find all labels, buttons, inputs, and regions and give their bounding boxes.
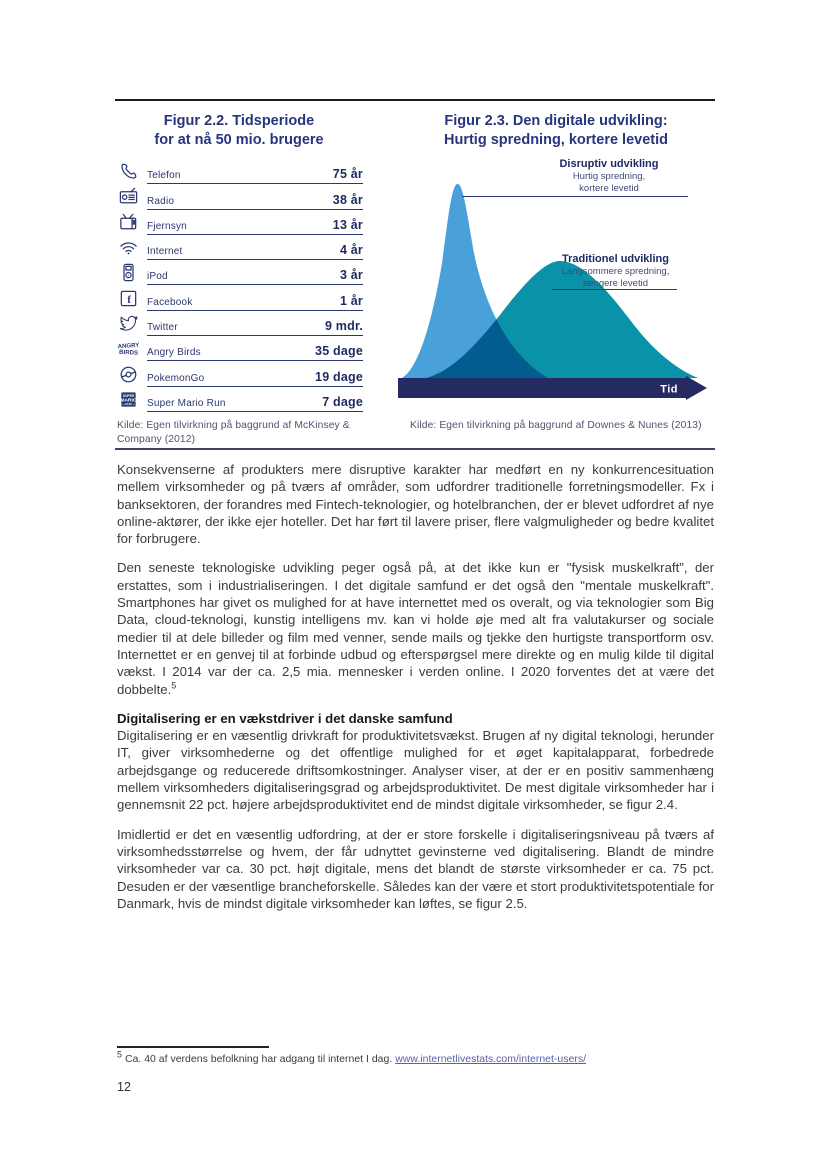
- traditionel-annotation: Traditionel udvikling Langsommere spredn…: [533, 253, 698, 289]
- figure-2-2-title: Figur 2.2. Tidsperiode for at nå 50 mio.…: [115, 112, 363, 150]
- figure-2-2: Figur 2.2. Tidsperiode for at nå 50 mio.…: [115, 112, 363, 412]
- disruptive-curve: [402, 183, 548, 378]
- time-axis-bar: [398, 378, 686, 398]
- figure-2-3-title: Figur 2.3. Den digitale udvikling: Hurti…: [398, 112, 714, 150]
- row-value: 38 år: [332, 192, 363, 207]
- twitter-icon: [115, 311, 142, 336]
- time-axis-arrowhead: [686, 376, 707, 400]
- row-label: Facebook: [147, 296, 193, 308]
- table-row: Radio 38 år: [115, 184, 363, 210]
- paragraph-2-text: Den seneste teknologiske udvikling peger…: [117, 560, 714, 697]
- svg-text:SUPER: SUPER: [123, 394, 135, 398]
- footnote-link[interactable]: www.internetlivestats.com/internet-users…: [395, 1053, 587, 1065]
- row-value: 1 år: [339, 293, 363, 308]
- footnote-reference: 5: [171, 680, 177, 691]
- footnote-text: Ca. 40 af verdens befolkning har adgang …: [124, 1053, 396, 1065]
- svg-text:MARIO: MARIO: [120, 397, 137, 403]
- table-row: Internet 4 år: [115, 235, 363, 261]
- tv-icon: [115, 210, 142, 235]
- section-heading: Digitalisering er en vækstdriver i det d…: [117, 710, 453, 726]
- figure-2-2-title-line1: Figur 2.2. Tidsperiode: [163, 113, 315, 129]
- phone-icon: [115, 159, 142, 184]
- page-number: 12: [117, 1080, 131, 1094]
- row-label: Internet: [147, 246, 183, 258]
- row-label: Twitter: [147, 322, 178, 334]
- svg-text:BIRDS: BIRDS: [119, 349, 138, 357]
- disruptiv-annotation-title: Disruptiv udvikling: [559, 158, 659, 170]
- disruptiv-annotation-sub1: Hurtig spredning,: [572, 171, 646, 182]
- traditionel-leader-line: [552, 289, 677, 291]
- angry-birds-icon: ANGRY BIRDS: [115, 336, 142, 361]
- row-label: PokemonGo: [147, 372, 205, 384]
- disruptiv-leader-line: [462, 196, 688, 198]
- footnote-marker: 5: [117, 1049, 123, 1060]
- table-row: Twitter 9 mdr.: [115, 311, 363, 337]
- figure-2-2-source: Kilde: Egen tilvirkning på baggrund af M…: [117, 420, 350, 445]
- row-value: 4 år: [339, 243, 363, 258]
- figure-2-2-rows: Telefon 75 år Radio 38 år: [115, 159, 363, 412]
- paragraph-1: Konsekvenserne af produkters mere disrup…: [117, 462, 714, 547]
- row-label: Radio: [147, 195, 175, 207]
- radio-icon: [115, 184, 142, 209]
- paragraph-4: Imidlertid er det en væsentlig udfordrin…: [117, 826, 714, 911]
- row-value: 9 mdr.: [324, 319, 363, 334]
- facebook-icon: f: [115, 285, 142, 310]
- svg-text:ANGRY: ANGRY: [118, 342, 139, 351]
- table-row: ANGRY BIRDS Angry Birds 35 dage: [115, 336, 363, 362]
- figure-band-divider: [115, 448, 715, 450]
- table-row: f Facebook 1 år: [115, 285, 363, 311]
- row-value: 13 år: [332, 217, 363, 232]
- figure-2-3-title-line2: Hurtig spredning, kortere levetid: [444, 132, 668, 148]
- traditionel-annotation-sub1: Langsommere spredning,: [561, 266, 670, 277]
- row-value: 75 år: [332, 167, 363, 182]
- traditionel-annotation-title: Traditionel udvikling: [562, 253, 669, 265]
- disruptiv-annotation: Disruptiv udvikling Hurtig spredning, ko…: [528, 158, 690, 194]
- figure-2-3-chart: Tid Disruptiv udvikling Hurtig spredning…: [398, 153, 708, 403]
- ipod-icon: [115, 260, 142, 285]
- figure-2-3-source: Kilde: Egen tilvirkning på baggrund af D…: [410, 420, 702, 431]
- paragraph-3: Digitalisering er en væsentlig drivkraft…: [117, 728, 714, 813]
- diffusion-curves-chart: Tid: [398, 183, 707, 400]
- figure-2-3: Figur 2.3. Den digitale udvikling: Hurti…: [398, 112, 714, 150]
- table-row: Telefon 75 år: [115, 159, 363, 185]
- super-mario-icon: SUPER MARIO — RUN —: [115, 387, 142, 412]
- row-label: iPod: [147, 271, 168, 283]
- row-value: 35 dage: [315, 344, 363, 359]
- svg-text:— RUN —: — RUN —: [122, 402, 136, 406]
- row-value: 3 år: [339, 268, 363, 283]
- traditionel-annotation-sub2: længere levetid: [583, 277, 648, 289]
- figure-2-2-title-line2: for at nå 50 mio. brugere: [154, 132, 324, 148]
- body-text: Konsekvenserne af produkters mere disrup…: [117, 461, 714, 924]
- row-value: 7 dage: [322, 394, 363, 409]
- row-label: Fjernsyn: [147, 220, 187, 232]
- top-divider: [115, 99, 715, 101]
- table-row: SUPER MARIO — RUN — Super Mario Run 7 da…: [115, 387, 363, 412]
- table-row: Fjernsyn 13 år: [115, 210, 363, 235]
- table-row: PokemonGo 19 dage: [115, 361, 363, 387]
- pokemon-go-icon: [115, 361, 142, 386]
- paragraph-2: Den seneste teknologiske udvikling peger…: [117, 559, 714, 697]
- figure-2-3-title-line1: Figur 2.3. Den digitale udvikling:: [444, 113, 668, 129]
- row-value: 19 dage: [315, 369, 363, 384]
- row-label: Super Mario Run: [147, 397, 226, 409]
- svg-text:f: f: [127, 294, 131, 306]
- footnote: 5 Ca. 40 af verdens befolkning har adgan…: [117, 1049, 714, 1065]
- footnote-divider: [117, 1046, 269, 1048]
- wifi-icon: [115, 235, 142, 260]
- table-row: iPod 3 år: [115, 260, 363, 286]
- row-label: Telefon: [147, 170, 181, 182]
- row-label: Angry Birds: [147, 347, 201, 359]
- traditional-curve: [426, 261, 698, 378]
- time-axis-label: Tid: [660, 384, 678, 396]
- disruptiv-annotation-sub2: kortere levetid: [579, 182, 639, 194]
